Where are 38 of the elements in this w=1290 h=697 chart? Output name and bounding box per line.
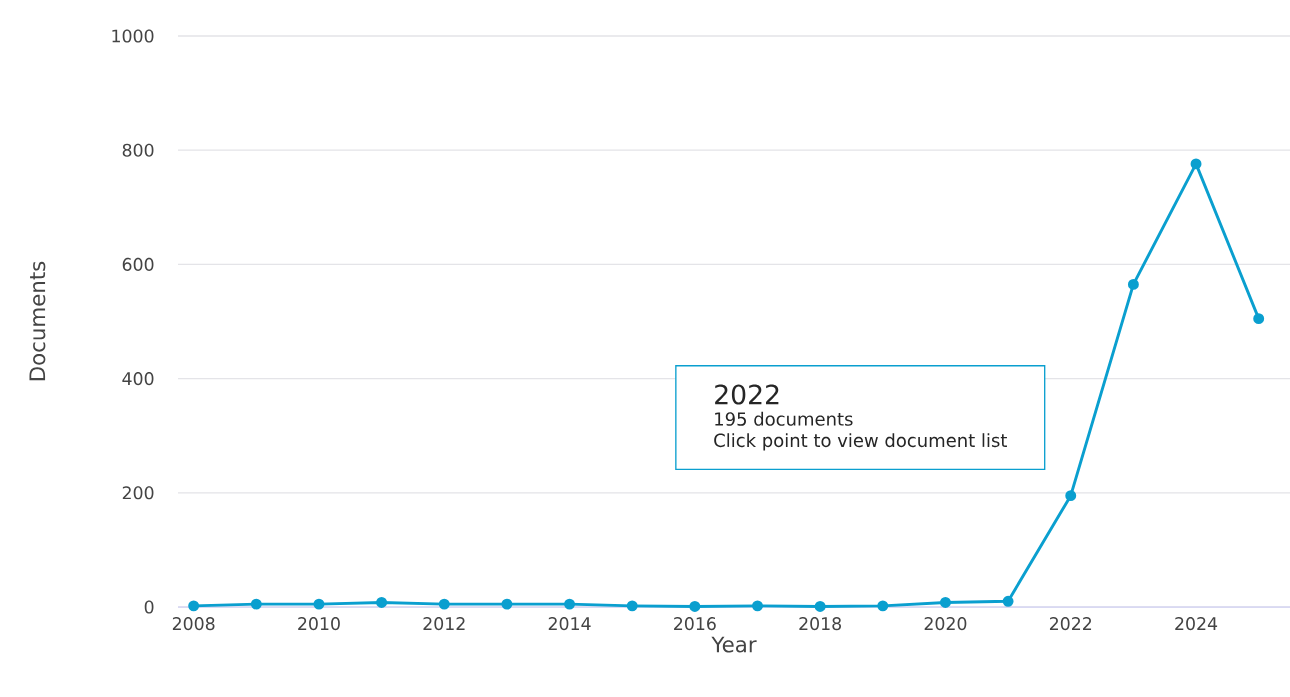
y-tick-label: 800 (122, 143, 154, 157)
point (313, 598, 325, 610)
point (438, 598, 450, 610)
point (1190, 158, 1202, 170)
annotation: Click point to view document list (714, 433, 1007, 451)
x-tick-label: 2018 (799, 617, 842, 631)
x-tick-label: 2012 (423, 617, 465, 631)
y-tick-label: 400 (122, 372, 154, 386)
x-axis-title: Year (711, 636, 757, 653)
annotation: 195 documents (715, 411, 853, 426)
point (188, 600, 200, 612)
x-tick-label: 2020 (924, 617, 967, 631)
point (501, 598, 513, 610)
point (250, 598, 262, 610)
point (877, 600, 889, 612)
y-tick-label: 200 (122, 486, 154, 500)
x-tick-label: 2024 (1175, 617, 1218, 631)
annotation: 2022 (715, 384, 779, 405)
point (752, 600, 763, 612)
point (1065, 490, 1077, 502)
point (814, 600, 826, 612)
x-tick-label: 2016 (674, 617, 716, 631)
x-tick-label: 2010 (298, 617, 340, 631)
x-tick-label: 2014 (548, 617, 591, 631)
y-tick-label: 1000 (112, 29, 154, 43)
point (1253, 313, 1265, 325)
point (376, 596, 388, 608)
y-axis-title: Documents (29, 261, 46, 381)
y-tick-label: 0 (144, 600, 154, 614)
point (939, 596, 951, 608)
y-tick-label: 600 (122, 257, 154, 271)
point (626, 600, 638, 612)
point (1002, 595, 1014, 607)
point (1127, 278, 1139, 290)
point (564, 598, 576, 610)
x-tick-label: 2008 (172, 617, 215, 631)
point (689, 600, 701, 612)
x-tick-label: 2022 (1049, 617, 1092, 631)
